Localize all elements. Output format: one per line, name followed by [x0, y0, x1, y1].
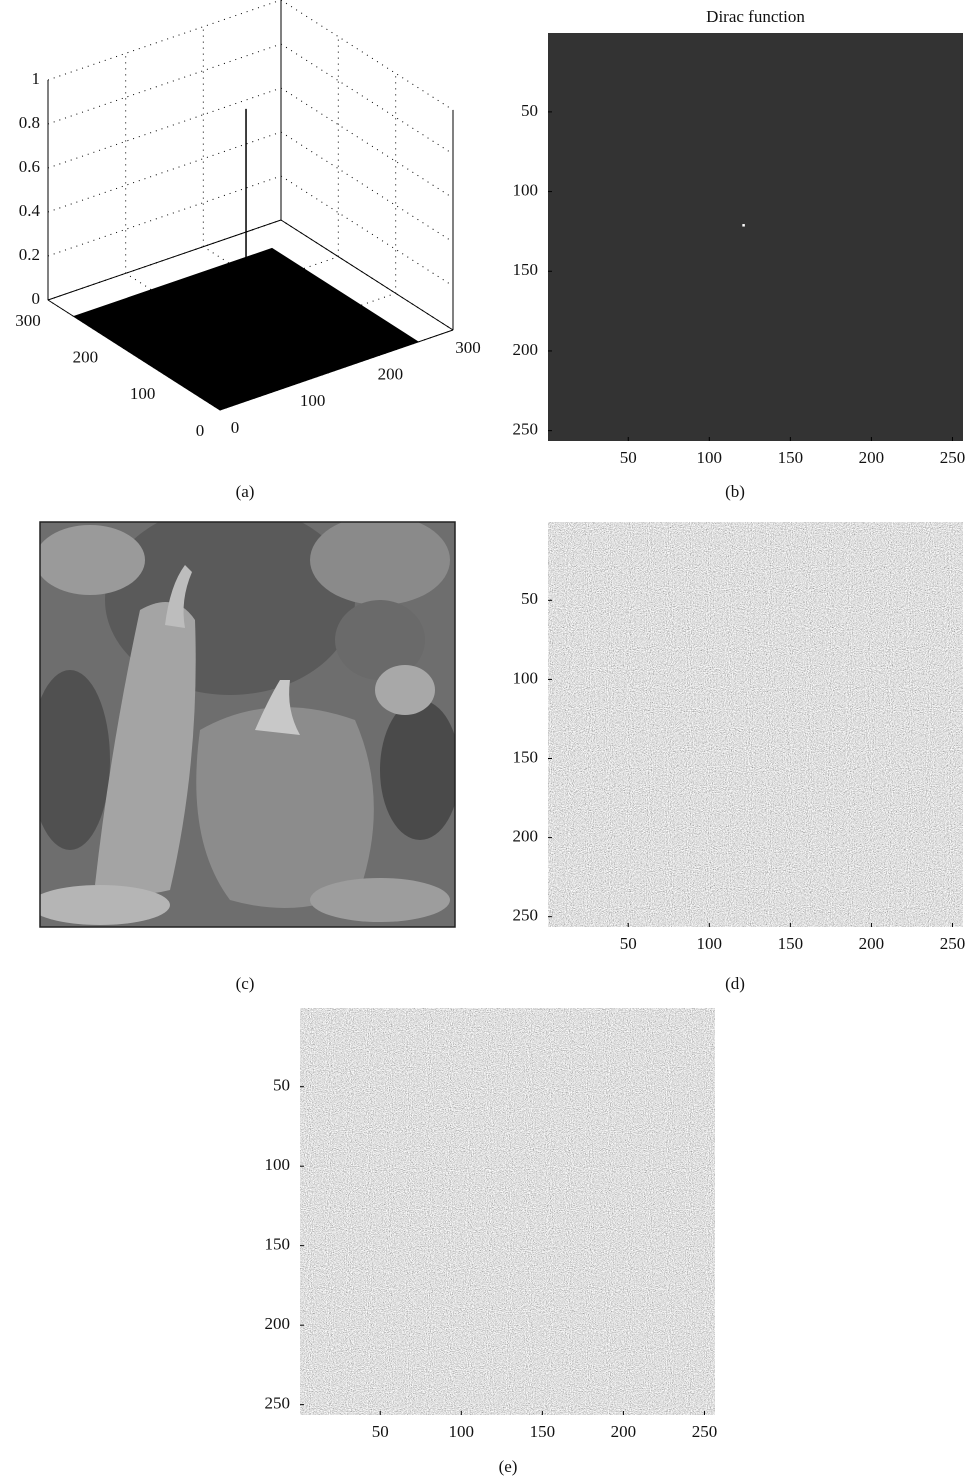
panel-caption: (b): [725, 482, 745, 501]
grid-line: [281, 88, 453, 198]
x-tick-label: 150: [530, 1422, 556, 1441]
x-tick-label: 50: [372, 1422, 389, 1441]
x-tick-label: 200: [859, 448, 885, 467]
panel-caption: (a): [236, 482, 255, 501]
z-tick-label: 0.4: [19, 201, 41, 220]
image-area: [548, 33, 963, 441]
panel-caption: (e): [499, 1457, 518, 1476]
y-tick-label: 100: [513, 180, 539, 199]
y-tick-label: 100: [265, 1155, 291, 1174]
z-tick-label: 0.8: [19, 113, 40, 132]
y-tick-label: 150: [513, 747, 539, 766]
y-tick-label: 50: [521, 589, 538, 608]
y-tick-label: 100: [130, 384, 156, 403]
x-tick-label: 100: [697, 934, 723, 953]
x-tick-label: 100: [697, 448, 723, 467]
panel-title: Dirac function: [706, 7, 805, 26]
figure: 0 0.2 0.4 0.6 0.8 1 0 100 200 300 0 100 200 300 (a) Dir…: [0, 0, 969, 1484]
x-tick-label: 300: [455, 338, 481, 357]
noise-image: [548, 522, 963, 927]
x-tick-label: 150: [778, 448, 804, 467]
y-tick-label: 300: [15, 311, 41, 330]
x-tick-label: 250: [940, 934, 966, 953]
y-tick-label: 50: [521, 101, 538, 120]
grid-line: [281, 132, 453, 242]
x-tick-label: 50: [620, 448, 637, 467]
y-tick-label: 50: [273, 1076, 290, 1095]
z-tick-label: 0: [32, 289, 41, 308]
peppers-photo: [30, 505, 460, 927]
x-tick-label: 150: [778, 934, 804, 953]
y-tick-label: 200: [513, 340, 539, 359]
y-tick-label: 250: [513, 906, 539, 925]
y-tick-label: 0: [196, 421, 205, 440]
z-tick-label: 0.6: [19, 157, 40, 176]
y-tick-label: 150: [265, 1235, 291, 1254]
y-tick-label: 250: [513, 420, 539, 439]
panel-caption: (c): [236, 974, 255, 993]
panel-caption: (d): [725, 974, 745, 993]
y-tick-label: 200: [265, 1314, 291, 1333]
x-tick-label: 100: [300, 391, 326, 410]
x-tick-label: 250: [692, 1422, 718, 1441]
grid-line: [281, 0, 453, 110]
x-tick-label: 100: [449, 1422, 475, 1441]
x-tick-label: 250: [940, 448, 966, 467]
grid-line: [48, 0, 281, 80]
y-tick-label: 250: [265, 1394, 291, 1413]
grid-line: [281, 44, 453, 154]
z-tick-label: 1: [32, 69, 41, 88]
x-tick-label: 200: [611, 1422, 637, 1441]
noise-image: [300, 1008, 715, 1415]
dirac-point: [742, 224, 745, 227]
surface: [73, 248, 419, 410]
y-tick-label: 200: [513, 827, 539, 846]
z-tick-label: 0.2: [19, 245, 40, 264]
y-tick-label: 150: [513, 260, 539, 279]
x-tick-label: 200: [859, 934, 885, 953]
y-tick-label: 200: [73, 348, 99, 367]
grid-line: [281, 176, 453, 286]
x-tick-label: 200: [378, 365, 404, 384]
x-tick-label: 50: [620, 934, 637, 953]
y-tick-label: 100: [513, 668, 539, 687]
x-tick-label: 0: [231, 418, 240, 437]
